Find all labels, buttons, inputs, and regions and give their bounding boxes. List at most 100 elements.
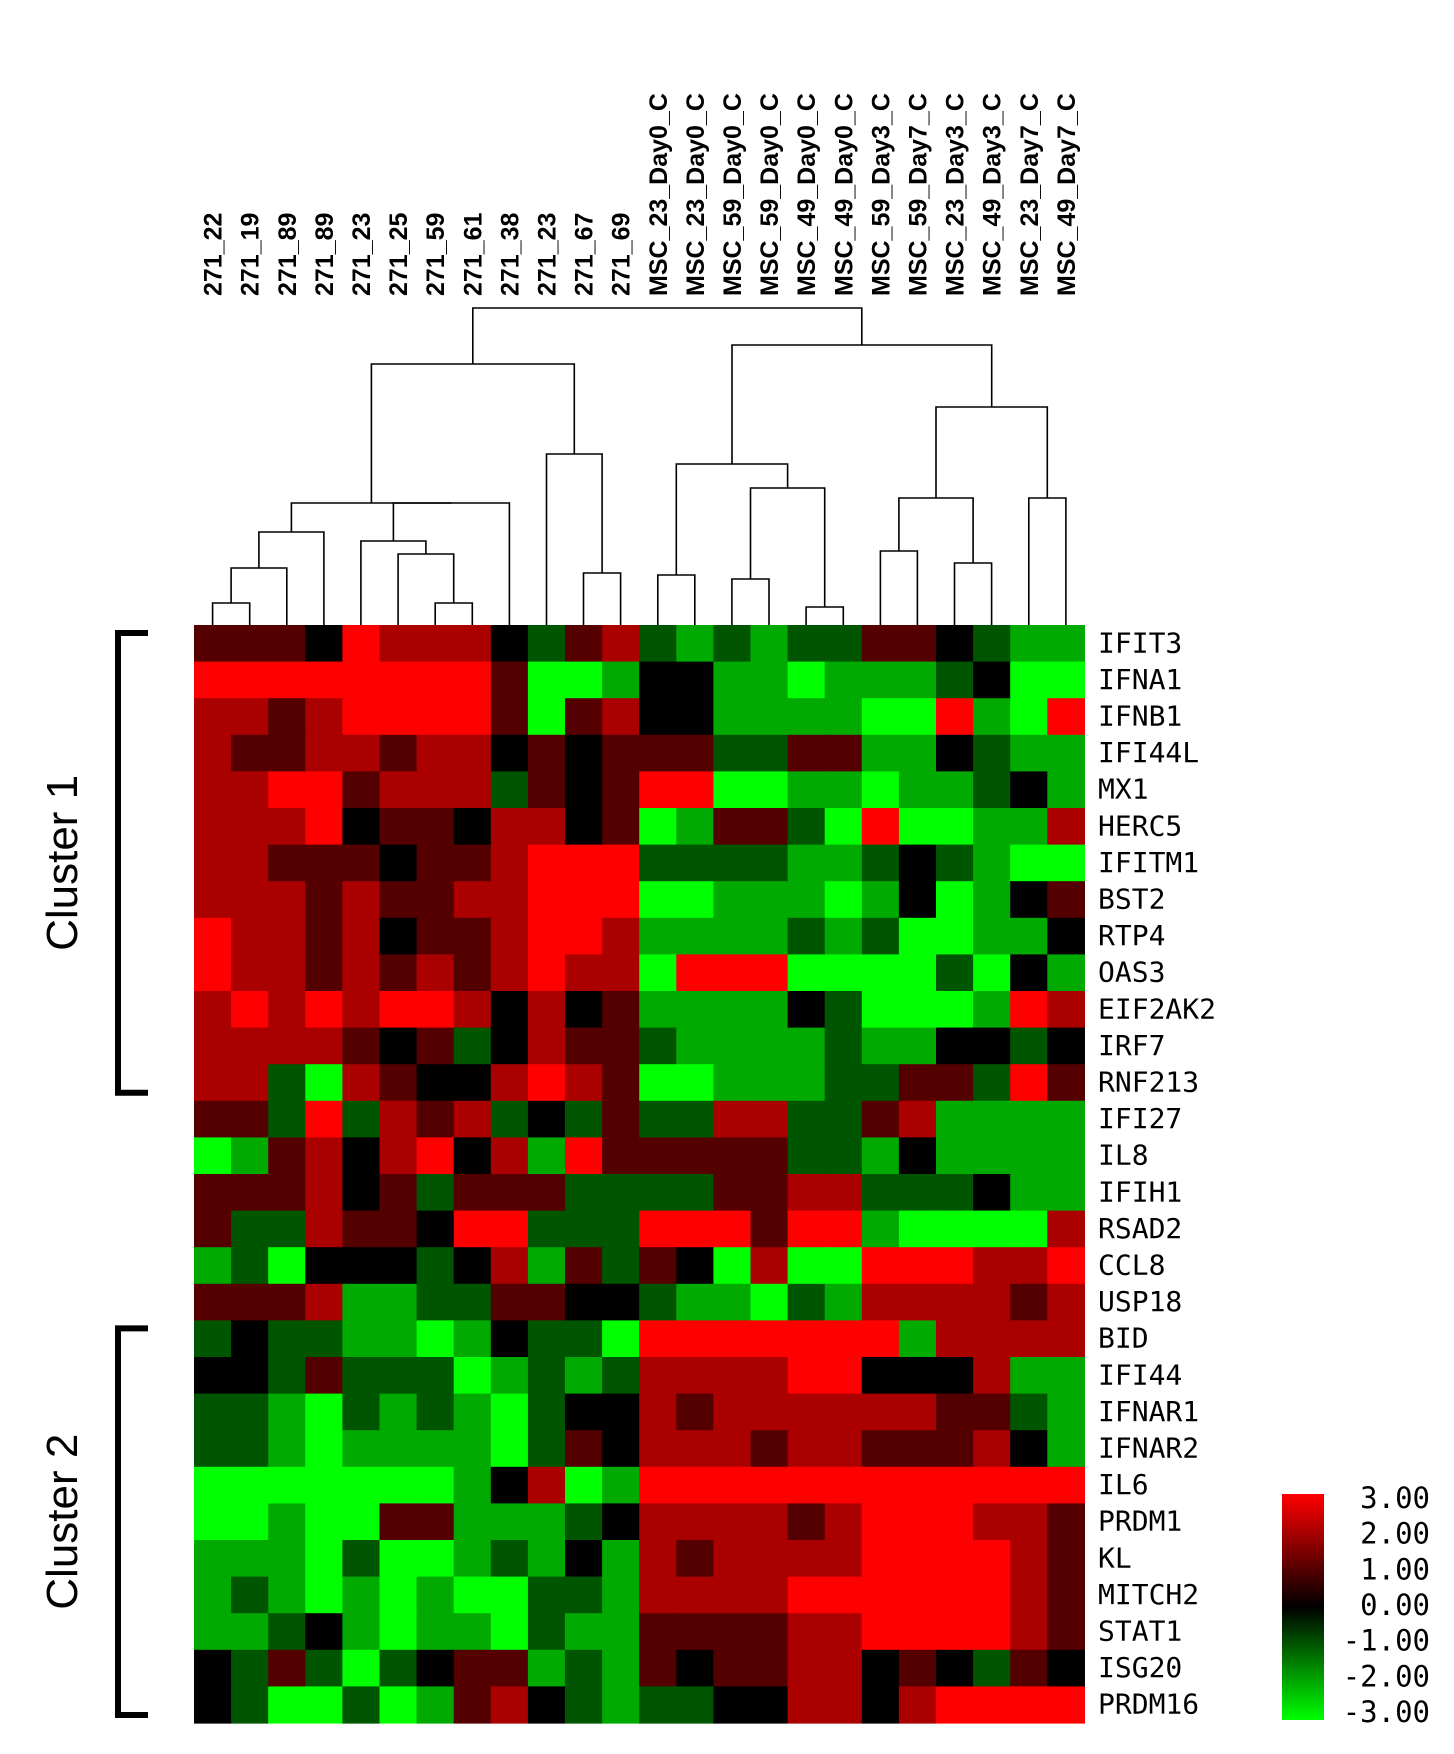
heatmap-cell [787,1613,826,1651]
row-label: IRF7 [1098,1029,1165,1062]
heatmap-cell [527,1540,566,1578]
heatmap-cell [490,1174,529,1212]
heatmap-cell [898,1430,937,1468]
heatmap-cell [527,991,566,1029]
heatmap-cell [416,698,455,736]
heatmap-cell [268,1466,306,1504]
heatmap-cell [713,1137,752,1175]
heatmap-cell [898,1064,937,1102]
heatmap-cell [231,1027,269,1065]
column-label: 271_25 [385,212,413,296]
heatmap-cell [231,844,269,882]
heatmap-cell [342,1064,381,1102]
heatmap-cell [453,1283,492,1321]
heatmap-cell [305,954,343,992]
color-legend: 3.002.001.000.00-1.00-2.00-3.00 [1282,1481,1430,1729]
heatmap-cell [268,954,306,992]
legend-color-bar [1282,1494,1324,1720]
heatmap-cell [453,1174,492,1212]
heatmap-cell [305,1320,343,1358]
heatmap-cell [824,698,863,736]
row-label: STAT1 [1098,1615,1182,1648]
heatmap-cell [936,954,974,992]
heatmap-cell [565,1283,603,1321]
heatmap-cell [1047,661,1085,699]
heatmap-cell [1047,1357,1085,1395]
heatmap-cell [787,625,826,663]
heatmap-cell [1010,1100,1048,1138]
heatmap-cell [416,1503,455,1541]
heatmap-cell [1047,771,1085,809]
heatmap-cell [342,1503,381,1541]
heatmap-cell [527,1649,566,1687]
heatmap-cell [565,881,603,919]
heatmap-cell [379,1174,418,1212]
heatmap-cell [824,991,863,1029]
heatmap-cell [194,1320,232,1358]
heatmap-cell [565,1064,603,1102]
heatmap-cell [416,844,455,882]
heatmap-cell [639,844,677,882]
heatmap-cell [416,991,455,1029]
heatmap-cell [676,1503,714,1541]
heatmap-cell [936,917,974,955]
heatmap-cell [231,1540,269,1578]
heatmap-cell [342,1686,381,1724]
heatmap-cell [490,661,529,699]
heatmap-cell [453,1613,492,1651]
heatmap-cell [416,661,455,699]
heatmap-cell [713,1686,752,1724]
heatmap-cell [1010,661,1048,699]
heatmap-cell [231,1137,269,1175]
heatmap-cell [750,1174,789,1212]
heatmap-cell [1010,1174,1048,1212]
heatmap-cell [453,1503,492,1541]
heatmap-cell [453,1466,492,1504]
heatmap-cell [602,698,640,736]
heatmap-cell [565,1357,603,1395]
heatmap-cell [787,954,826,992]
heatmap-cell [713,1430,752,1468]
heatmap-cell [565,734,603,772]
heatmap-cell [453,1247,492,1285]
heatmap-cell [1047,844,1085,882]
heatmap-cell [713,734,752,772]
heatmap-cell [194,1210,232,1248]
heatmap-cell [602,1283,640,1321]
heatmap-cell [379,1430,418,1468]
heatmap-cell [750,1320,789,1358]
heatmap-cell [342,1393,381,1431]
heatmap-cell [342,661,381,699]
heatmap-cell [1010,1283,1048,1321]
heatmap-cell [973,1064,1011,1102]
heatmap-cell [824,734,863,772]
heatmap-cell [639,1210,677,1248]
row-label: RSAD2 [1098,1212,1182,1245]
heatmap-cell [639,991,677,1029]
heatmap-cell [861,661,900,699]
heatmap-cell [490,917,529,955]
heatmap-cell [861,734,900,772]
heatmap-cell [379,1686,418,1724]
heatmap-cell [898,1393,937,1431]
heatmap-cell [861,1540,900,1578]
heatmap-cell [639,1027,677,1065]
heatmap-cell [787,734,826,772]
heatmap-cell [602,661,640,699]
heatmap-cell [565,1540,603,1578]
heatmap-cell [861,917,900,955]
heatmap-cell [565,917,603,955]
column-label: 271_61 [459,212,487,296]
heatmap-cell [639,1686,677,1724]
heatmap-cell [639,1174,677,1212]
legend-tick-label: -1.00 [1343,1624,1430,1658]
heatmap-cell [194,1393,232,1431]
heatmap-cell [898,771,937,809]
heatmap-cell [676,1064,714,1102]
heatmap-cell [231,1649,269,1687]
heatmap-cell [1010,1503,1048,1541]
heatmap-cell [676,1100,714,1138]
heatmap-cell [713,1576,752,1614]
heatmap-cell [639,625,677,663]
heatmap-cell [565,1686,603,1724]
